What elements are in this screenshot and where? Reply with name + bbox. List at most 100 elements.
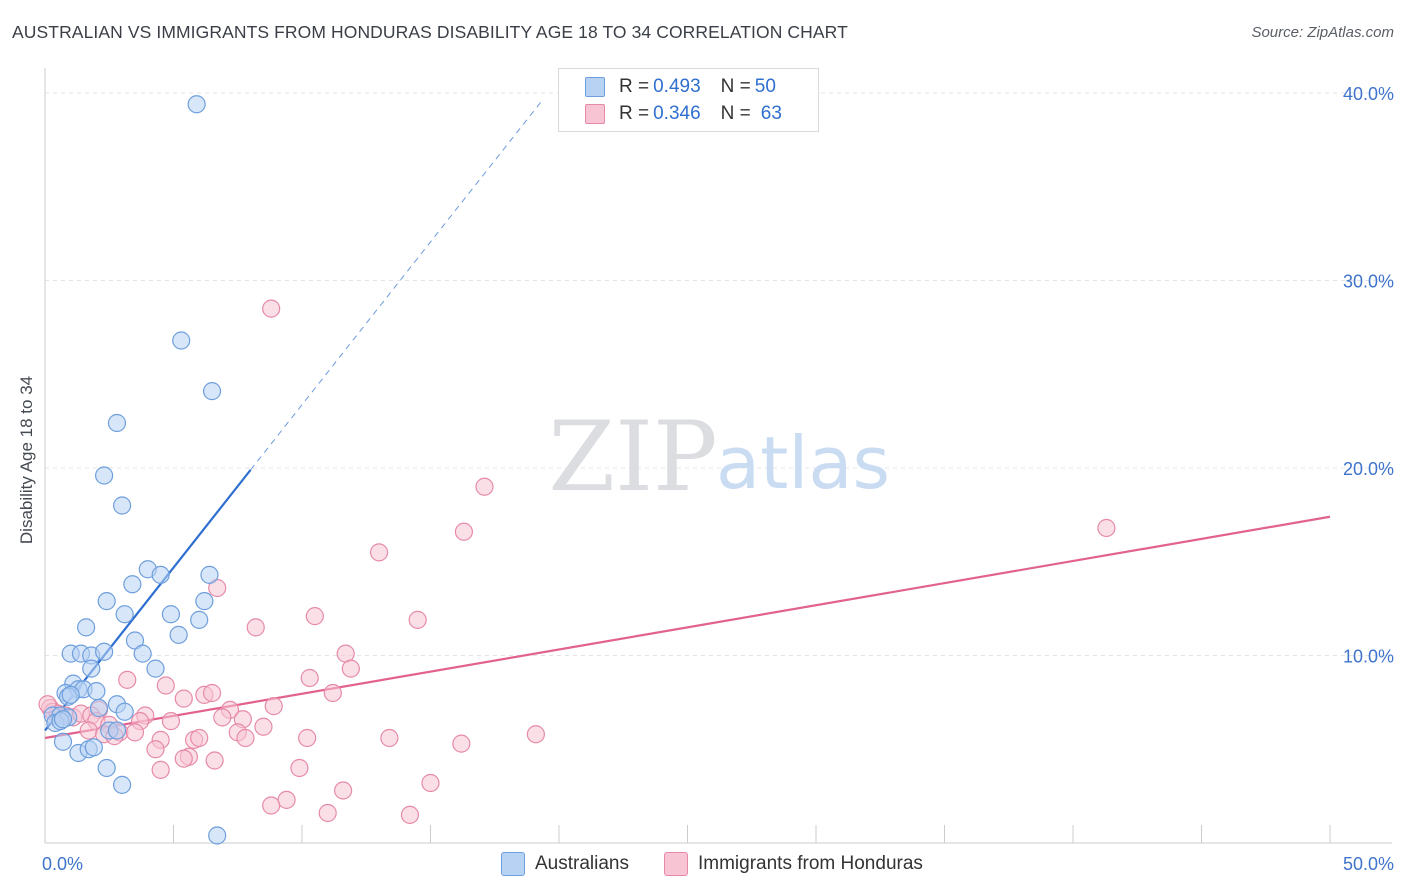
honduras-point: [174, 689, 193, 708]
watermark-zip: ZIP: [548, 401, 717, 513]
honduras-point: [475, 477, 494, 496]
australians-point: [115, 605, 134, 624]
honduras-point: [161, 712, 181, 731]
legend-n-label: N =: [720, 76, 751, 97]
honduras-point: [190, 728, 209, 748]
bottom-legend-swatch-blue: [501, 852, 525, 876]
australians-point: [107, 413, 127, 433]
legend-swatch-blue: [585, 77, 605, 97]
australians-point: [133, 644, 152, 663]
honduras-point: [380, 728, 399, 748]
honduras-points: [38, 299, 1116, 824]
australians-point: [82, 659, 101, 678]
australians-point: [107, 721, 127, 740]
honduras-point: [454, 522, 474, 541]
australians-point: [169, 625, 188, 644]
honduras-point: [79, 721, 98, 740]
honduras-point: [323, 683, 342, 703]
honduras-trend-line: [44, 515, 1331, 740]
y-axis-label: Disability Age 18 to 34: [17, 375, 36, 545]
honduras-point: [236, 728, 255, 748]
australians-point: [200, 565, 219, 584]
australians-point: [89, 698, 109, 718]
honduras-point: [262, 299, 281, 318]
honduras-point: [290, 758, 309, 778]
honduras-point: [408, 610, 427, 629]
legend-n-label: N =: [720, 103, 751, 124]
x-tick-label: 0.0%: [42, 854, 83, 874]
australians-point: [187, 95, 206, 114]
bottom-legend-swatch-pink: [664, 852, 688, 876]
australians-trend-extension: [250, 98, 544, 471]
australians-points: [43, 95, 227, 845]
australians-point: [77, 618, 96, 637]
bottom-legend-honduras: Immigrants from Honduras: [664, 852, 923, 876]
honduras-point: [305, 607, 324, 626]
honduras-point: [298, 728, 317, 748]
australians-point: [161, 605, 181, 624]
source-label: Source: ZipAtlas.com: [1251, 24, 1394, 41]
honduras-point: [300, 668, 319, 688]
honduras-point: [156, 676, 175, 695]
australians-point: [53, 732, 73, 751]
australians-point: [61, 685, 80, 704]
honduras-point: [202, 683, 222, 703]
legend-r-value: 0.346: [653, 103, 701, 124]
honduras-point: [341, 659, 360, 678]
legend-row-australians: R = 0.493 N = 50: [585, 75, 776, 99]
australians-point: [115, 702, 134, 721]
australians-point: [97, 592, 116, 611]
australians-point: [112, 775, 132, 794]
legend-r-label: R =: [619, 76, 650, 97]
honduras-point: [151, 760, 170, 779]
legend-n-value: 63: [760, 103, 782, 124]
bottom-legend-label: Australians: [535, 853, 629, 874]
gridlines: [45, 92, 1392, 656]
y-tick-label: 10.0%: [1343, 647, 1394, 667]
honduras-point: [421, 773, 440, 793]
watermark-atlas: atlas: [716, 421, 890, 505]
honduras-point: [452, 734, 471, 753]
australians-point: [53, 710, 73, 729]
honduras-point: [526, 725, 545, 744]
y-tick-label: 20.0%: [1343, 459, 1394, 479]
honduras-point: [125, 723, 145, 742]
y-tick-label: 40.0%: [1343, 84, 1394, 104]
watermark: ZIP atlas: [548, 401, 890, 513]
australians-point: [202, 382, 222, 401]
x-tick-label: 50.0%: [1343, 854, 1394, 874]
honduras-point: [277, 790, 296, 809]
australians-point: [123, 575, 142, 594]
australians-point: [95, 642, 114, 661]
australians-point: [112, 496, 132, 515]
australians-point: [208, 826, 227, 845]
chart-title: AUSTRALIAN VS IMMIGRANTS FROM HONDURAS D…: [12, 22, 848, 42]
honduras-point: [264, 697, 283, 716]
legend-r-label: R =: [619, 103, 650, 124]
honduras-point: [254, 717, 273, 736]
honduras-point: [262, 796, 281, 815]
australians-point: [195, 592, 214, 611]
stats-legend: R = 0.493 N = 50 R = 0.346 N = 63: [558, 68, 819, 132]
australians-point: [84, 738, 103, 757]
australians-point: [95, 466, 114, 485]
bottom-legend-australians: Australians: [501, 852, 629, 876]
legend-row-honduras: R = 0.346 N = 63: [585, 102, 782, 126]
honduras-point: [334, 781, 353, 800]
legend-r-value: 0.493: [653, 76, 701, 97]
y-tick-label: 30.0%: [1343, 272, 1394, 292]
honduras-point: [205, 751, 224, 770]
australians-point: [87, 682, 106, 701]
tick-labels: 10.0% 20.0% 30.0% 40.0% 0.0% 50.0%: [42, 84, 1394, 874]
honduras-point: [246, 618, 265, 637]
honduras-point: [1097, 518, 1116, 538]
legend-n-value: 50: [754, 76, 776, 97]
honduras-point: [370, 543, 389, 562]
honduras-point: [118, 670, 137, 689]
honduras-point: [174, 749, 193, 768]
honduras-point: [400, 805, 420, 824]
australians-point: [172, 331, 191, 350]
australians-point: [146, 659, 165, 678]
legend-swatch-pink: [585, 104, 605, 124]
australians-point: [190, 610, 209, 629]
